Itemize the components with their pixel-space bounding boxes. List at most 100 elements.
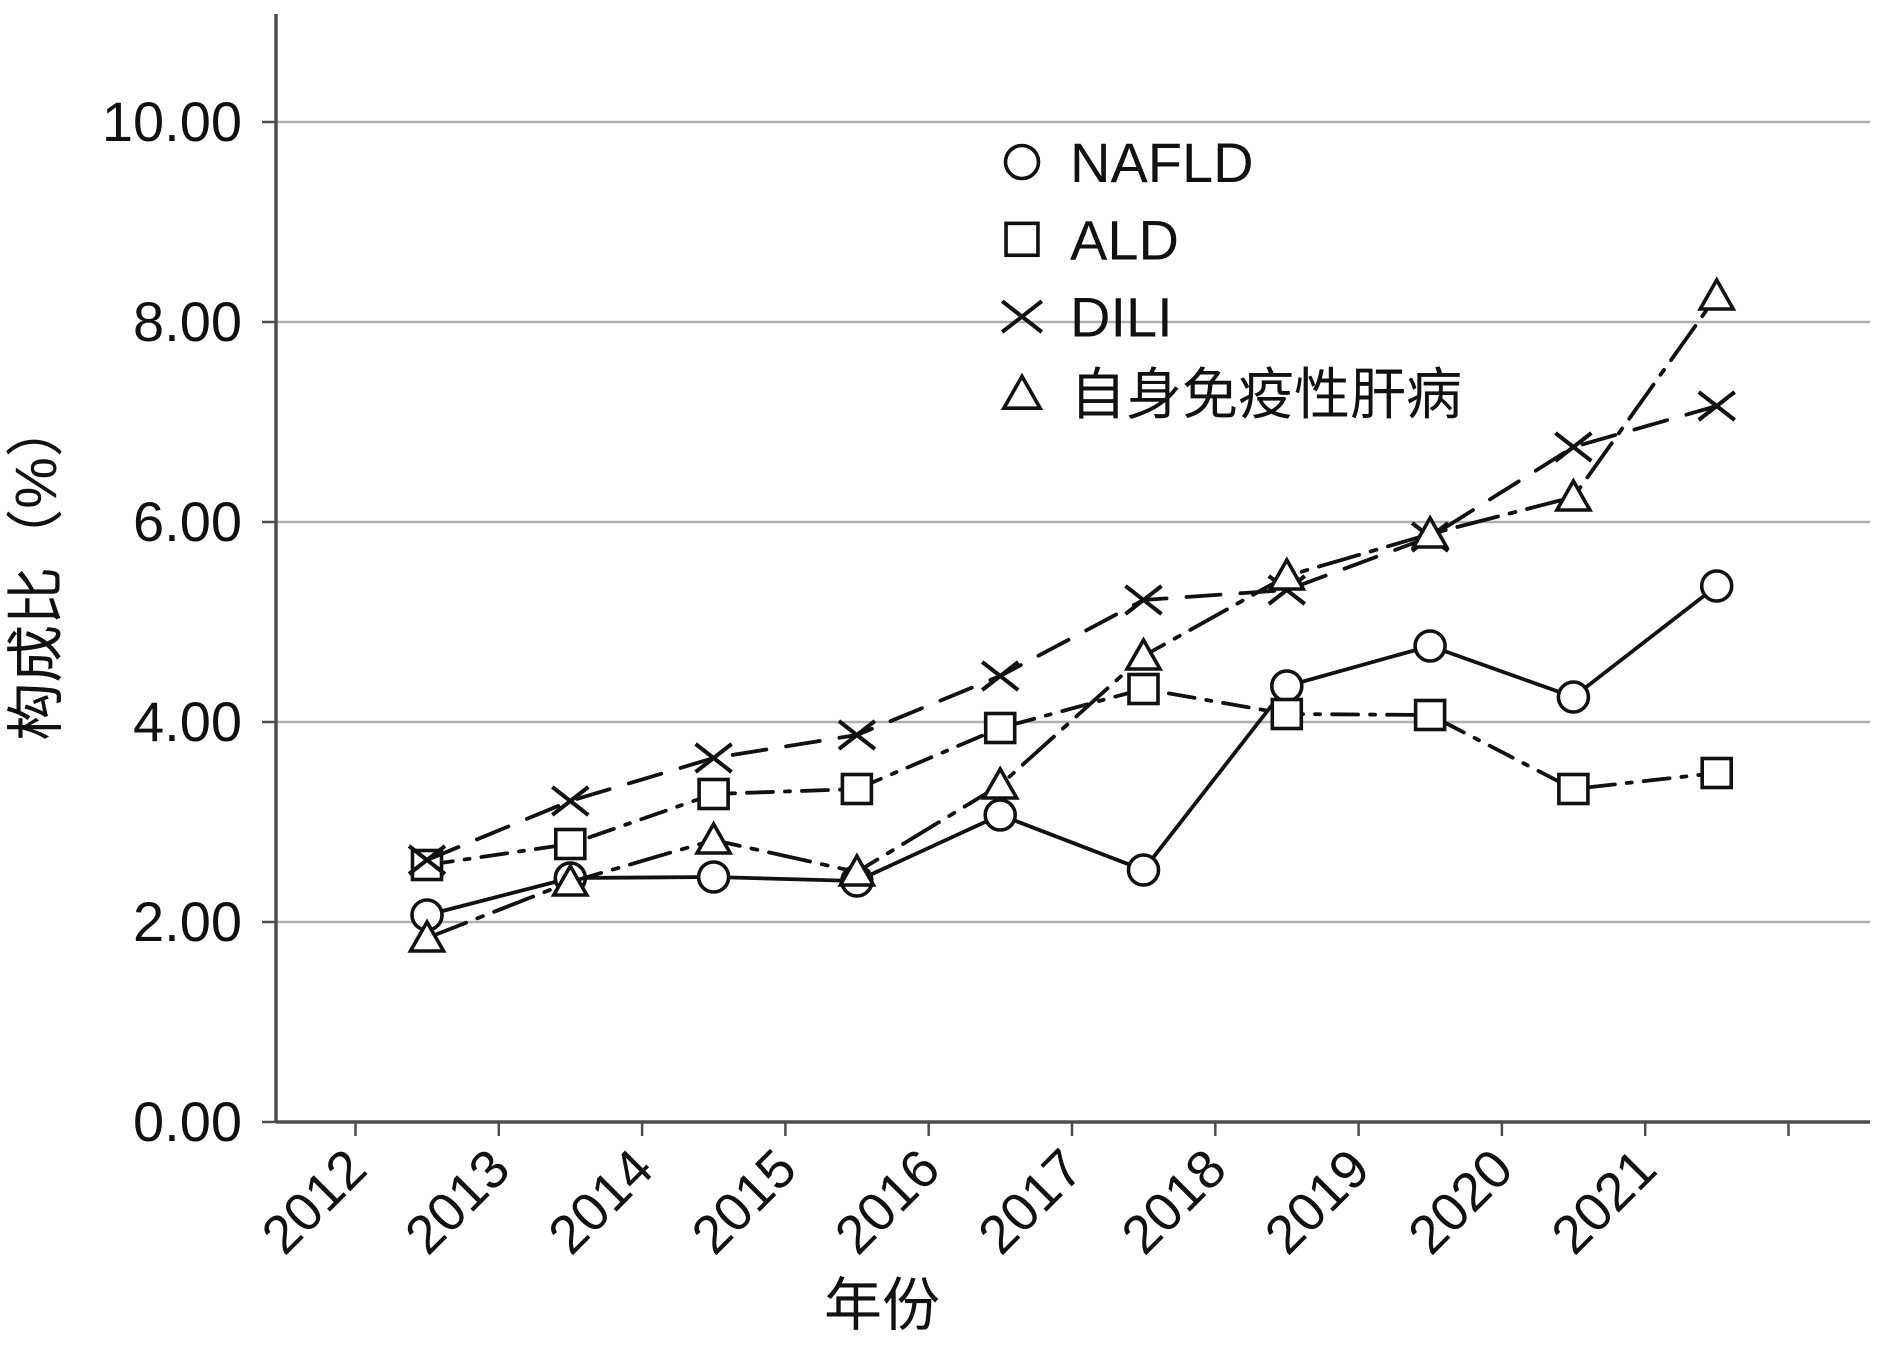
point-ALD-2019 bbox=[1413, 698, 1447, 732]
legend-label: ALD bbox=[1070, 208, 1179, 271]
gridlines bbox=[276, 120, 1870, 924]
point-ALD-2016 bbox=[983, 711, 1017, 745]
triangle-marker-icon bbox=[407, 918, 447, 953]
point-自身免疫性肝病-2013 bbox=[550, 862, 590, 897]
triangle-marker-icon bbox=[1000, 372, 1044, 411]
circle-marker-icon bbox=[983, 798, 1018, 832]
triangle-marker-icon bbox=[1697, 276, 1737, 311]
triangle-marker-icon bbox=[1123, 636, 1164, 671]
point-NAFLD-2021 bbox=[1699, 569, 1734, 603]
point-DILI-2013 bbox=[551, 785, 590, 817]
triangle-marker-icon bbox=[980, 765, 1020, 800]
point-自身免疫性肝病-2015 bbox=[837, 852, 877, 887]
point-ALD-2020 bbox=[1557, 772, 1590, 806]
circle-marker-icon bbox=[1699, 569, 1734, 603]
point-NAFLD-2020 bbox=[1556, 680, 1591, 714]
x-marker-icon bbox=[1697, 390, 1736, 422]
legend-item-NAFLD: NAFLD bbox=[1003, 131, 1254, 194]
square-marker-icon bbox=[1127, 672, 1160, 706]
point-自身免疫性肝病-2014 bbox=[694, 820, 734, 855]
point-ALD-2014 bbox=[697, 777, 730, 811]
circle-marker-icon bbox=[1413, 629, 1447, 663]
square-marker-icon bbox=[1700, 756, 1733, 790]
square-marker-icon bbox=[1270, 697, 1304, 731]
triangle-marker-icon bbox=[1553, 477, 1593, 512]
legend-label: NAFLD bbox=[1070, 131, 1254, 194]
triangle-marker-icon bbox=[694, 820, 734, 855]
circle-marker-icon bbox=[696, 860, 731, 894]
point-自身免疫性肝病-2012 bbox=[407, 918, 447, 953]
square-marker-icon bbox=[1557, 772, 1590, 806]
triangle-marker-icon bbox=[1410, 514, 1450, 549]
y-tick-label: 2.00 bbox=[133, 890, 242, 953]
legend-item-ALD: ALD bbox=[1004, 208, 1179, 271]
legend-item-DILI: DILI bbox=[1000, 286, 1173, 349]
legend-marker-triangle bbox=[1000, 372, 1044, 411]
y-tick-label: 10.00 bbox=[102, 90, 242, 153]
triangle-marker-icon bbox=[1267, 556, 1307, 591]
circle-marker-icon bbox=[1270, 669, 1304, 703]
square-marker-icon bbox=[840, 772, 874, 806]
legend-marker-square bbox=[1004, 221, 1040, 258]
triangle-marker-icon bbox=[837, 852, 877, 887]
point-自身免疫性肝病-2019 bbox=[1410, 514, 1450, 549]
point-ALD-2018 bbox=[1270, 697, 1304, 731]
point-自身免疫性肝病-2021 bbox=[1697, 276, 1737, 311]
legend-label: DILI bbox=[1070, 286, 1173, 349]
point-ALD-2015 bbox=[840, 772, 874, 806]
square-marker-icon bbox=[983, 711, 1017, 745]
y-axis-title: 构成比（%） bbox=[4, 399, 69, 741]
series-lines-and-markers bbox=[407, 276, 1737, 953]
y-tick-label: 6.00 bbox=[133, 490, 242, 553]
x-marker-icon bbox=[837, 719, 877, 751]
point-ALD-2021 bbox=[1700, 756, 1733, 790]
point-DILI-2020 bbox=[1554, 431, 1593, 463]
square-marker-icon bbox=[1413, 698, 1447, 732]
y-tick-labels: 0.00 2.00 4.00 6.00 8.00 10.00 bbox=[102, 90, 242, 1153]
y-tick-label: 8.00 bbox=[133, 290, 242, 353]
point-NAFLD-2014 bbox=[696, 860, 731, 894]
point-DILI-2015 bbox=[837, 719, 877, 751]
point-DILI-2017 bbox=[1124, 584, 1163, 616]
x-marker-icon bbox=[407, 844, 447, 876]
point-自身免疫性肝病-2018 bbox=[1267, 556, 1307, 591]
square-marker-icon bbox=[553, 827, 587, 861]
y-tick-label: 4.00 bbox=[133, 690, 242, 753]
point-自身免疫性肝病-2017 bbox=[1123, 636, 1164, 671]
point-自身免疫性肝病-2016 bbox=[980, 765, 1020, 800]
point-NAFLD-2018 bbox=[1270, 669, 1304, 703]
series-line-自身免疫性肝病 bbox=[425, 294, 1719, 940]
point-DILI-2014 bbox=[694, 742, 733, 774]
circle-marker-icon bbox=[1126, 853, 1161, 887]
x-marker-icon bbox=[1554, 431, 1593, 463]
point-自身免疫性肝病-2020 bbox=[1553, 477, 1593, 512]
series-line-DILI bbox=[425, 404, 1719, 862]
point-ALD-2017 bbox=[1127, 672, 1160, 706]
triangle-marker-icon bbox=[550, 862, 590, 897]
x-marker-icon bbox=[1124, 584, 1163, 616]
x-marker-icon bbox=[980, 660, 1020, 692]
square-marker-icon bbox=[697, 777, 730, 811]
circle-marker-icon bbox=[1003, 143, 1041, 181]
series-line-ALD bbox=[425, 687, 1719, 867]
point-DILI-2021 bbox=[1697, 390, 1736, 422]
legend: NAFLD ALD DILI 自身免疫性肝病 bbox=[1000, 131, 1462, 426]
legend-marker-circle bbox=[1003, 143, 1041, 181]
x-marker-icon bbox=[694, 742, 733, 774]
x-axis-title: 年份 bbox=[824, 1273, 940, 1338]
legend-marker-x bbox=[1000, 299, 1044, 334]
axes bbox=[262, 14, 1870, 1136]
point-ALD-2013 bbox=[553, 827, 587, 861]
point-DILI-2016 bbox=[980, 660, 1020, 692]
legend-item-自身免疫性肝病: 自身免疫性肝病 bbox=[1000, 363, 1462, 426]
x-marker-icon bbox=[551, 785, 590, 817]
point-NAFLD-2017 bbox=[1126, 853, 1161, 887]
circle-marker-icon bbox=[1556, 680, 1591, 714]
series-line-NAFLD bbox=[425, 584, 1719, 917]
square-marker-icon bbox=[1004, 221, 1040, 258]
point-NAFLD-2019 bbox=[1413, 629, 1447, 663]
x-marker-icon bbox=[1000, 299, 1044, 334]
